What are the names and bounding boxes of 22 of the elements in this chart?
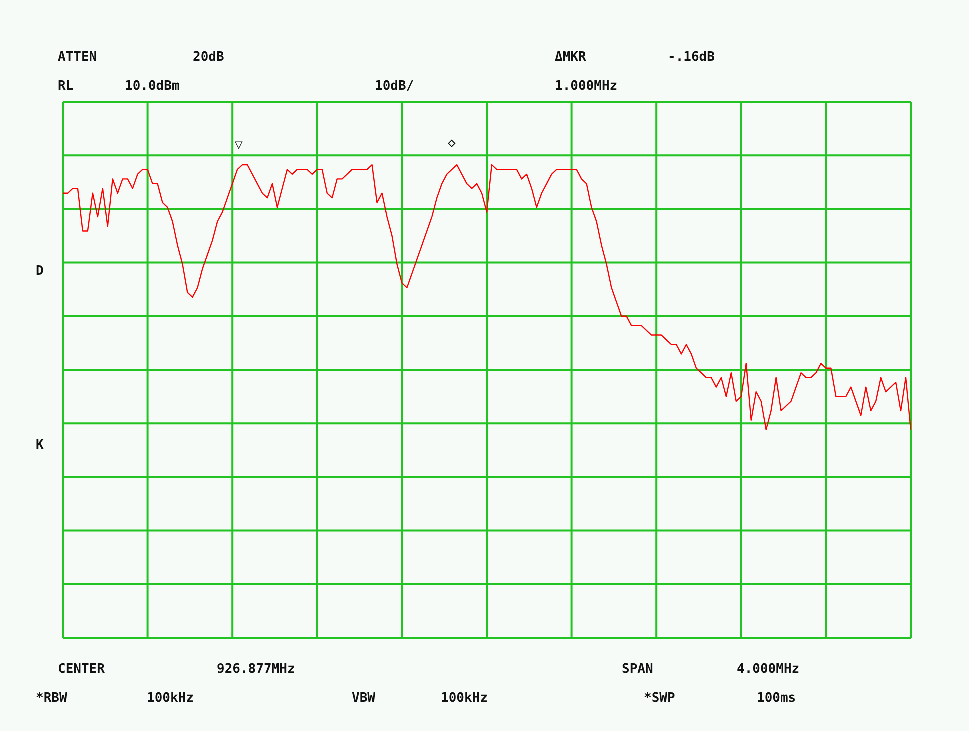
text: 10dB/ [375, 79, 414, 94]
text: *RBW [36, 691, 68, 706]
text: 100kHz [147, 691, 194, 706]
text: 100ms [757, 691, 796, 706]
text: VBW [352, 691, 376, 706]
text: -.16dB [668, 50, 716, 65]
text: 20dB [193, 50, 224, 65]
text: 926.877MHz [217, 662, 296, 677]
text: 4.000MHz [737, 662, 800, 677]
text: ▽ [235, 138, 243, 153]
text: 1.000MHz [555, 79, 618, 94]
text: *SWP [644, 691, 676, 706]
text: CENTER [58, 662, 106, 677]
text: ◇ [448, 136, 456, 151]
text: ΔMKR [555, 50, 586, 65]
text: ATTEN [58, 50, 98, 65]
text: K [36, 438, 44, 453]
text: 10.0dBm [125, 79, 180, 94]
text: RL [58, 79, 74, 94]
text: 100kHz [441, 691, 488, 706]
text: SPAN [622, 662, 654, 677]
text: D [36, 264, 44, 279]
